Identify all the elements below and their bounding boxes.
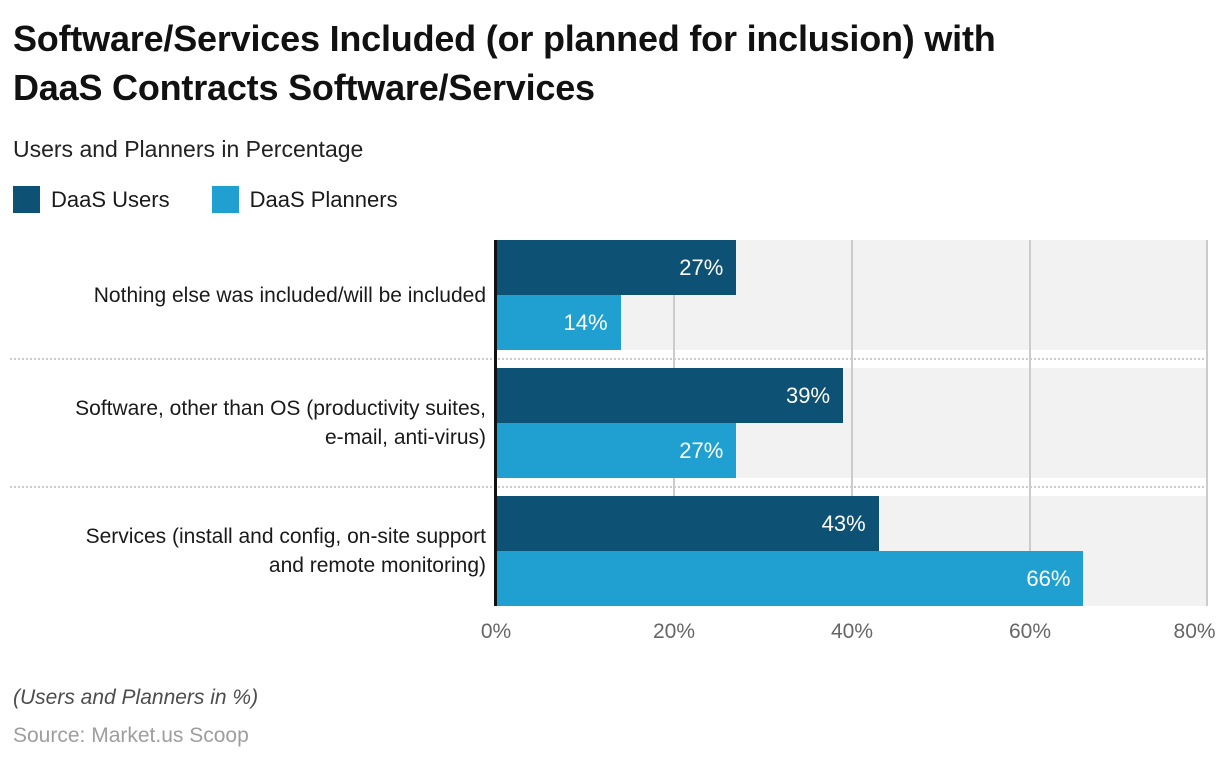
legend-item-daas-users: DaaS Users — [13, 186, 170, 213]
chart-title: Software/Services Included (or planned f… — [13, 18, 996, 108]
legend-swatch-daas-users — [13, 186, 40, 213]
bar-value-label: 43% — [821, 511, 866, 536]
chart-subtitle: Users and Planners in Percentage — [13, 136, 364, 162]
bar-chart: Nothing else was included/will be includ… — [0, 240, 1220, 652]
y-axis-line — [494, 240, 497, 606]
category-label: Nothing else was included/will be includ… — [93, 283, 486, 307]
gridline — [1029, 240, 1031, 606]
category-label: Software, other than OS (productivity su… — [75, 397, 486, 449]
bar-daas-users: 27% — [496, 240, 737, 295]
gridline — [851, 240, 853, 606]
bar-daas-users: 39% — [496, 368, 844, 423]
bar-daas-users: 43% — [496, 496, 879, 551]
bar-daas-planners: 27% — [496, 423, 737, 478]
bar-value-label: 27% — [679, 438, 724, 463]
bar-value-label: 66% — [1026, 566, 1071, 591]
bar-value-label: 39% — [786, 383, 831, 408]
bar-daas-planners: 66% — [496, 551, 1084, 606]
bar-daas-planners: 14% — [496, 295, 621, 350]
x-axis-tick: 0% — [480, 620, 512, 643]
legend: DaaS Users DaaS Planners — [13, 186, 398, 213]
source-credit: Source: Market.us Scoop — [13, 724, 249, 747]
legend-label: DaaS Users — [51, 186, 170, 212]
legend-label: DaaS Planners — [249, 186, 398, 212]
x-axis-tick: 20% — [652, 620, 696, 643]
legend-item-daas-planners: DaaS Planners — [211, 186, 398, 213]
category-label: Services (install and config, on-site su… — [85, 525, 486, 577]
chart-footnote: (Users and Planners in %) — [13, 686, 259, 709]
bar-value-label: 27% — [679, 255, 724, 280]
x-axis-tick: 60% — [1008, 620, 1052, 643]
x-axis-tick: 80% — [1173, 620, 1216, 643]
row-separator — [10, 358, 1208, 360]
plot-band: 43% 66% — [496, 496, 1208, 606]
legend-swatch-daas-planners — [211, 186, 239, 213]
x-axis-tick: 40% — [830, 620, 874, 643]
gridline — [1206, 240, 1208, 606]
bar-value-label: 14% — [563, 310, 608, 335]
row-separator — [10, 486, 1208, 488]
